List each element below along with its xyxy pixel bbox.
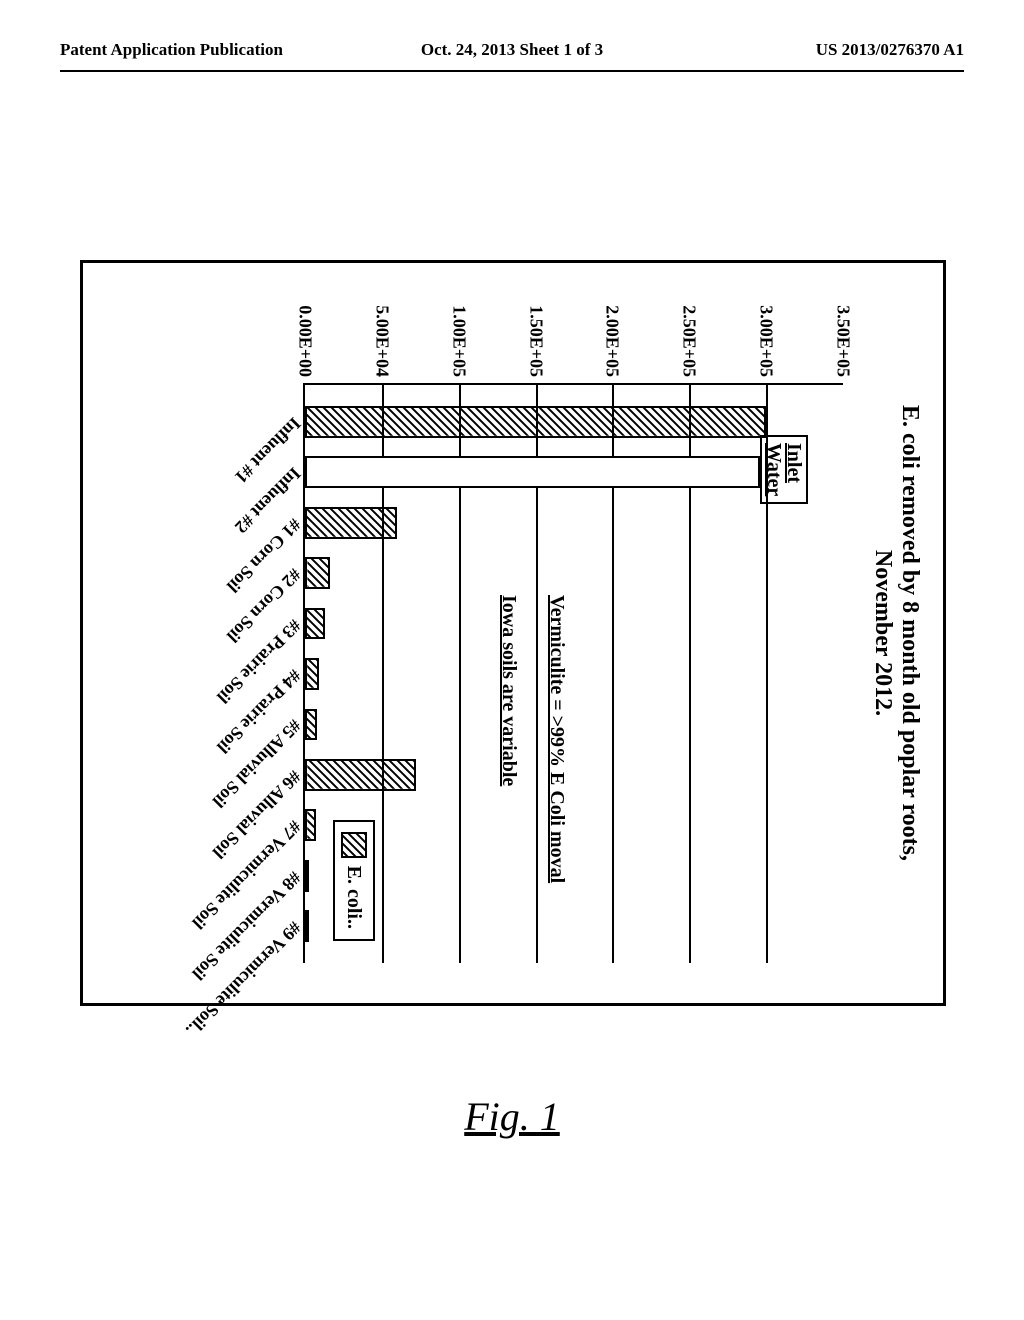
legend-label: E. coli..: [343, 866, 366, 929]
header-center: Oct. 24, 2013 Sheet 1 of 3: [421, 40, 603, 60]
y-tick-label: 1.50E+05: [525, 305, 546, 385]
chart-bar: [305, 658, 319, 690]
chart-legend: E. coli..: [333, 820, 375, 941]
chart-bar: [305, 507, 397, 539]
chart-bar: [305, 809, 316, 841]
figure-caption: Fig. 1: [464, 1093, 560, 1140]
chart-title: E. coli removed by 8 month old poplar ro…: [869, 263, 923, 1003]
page-header: Patent Application Publication Oct. 24, …: [0, 40, 1024, 60]
chart-bar: [305, 759, 416, 791]
figure-frame: E. coli removed by 8 month old poplar ro…: [80, 260, 946, 1006]
header-right: US 2013/0276370 A1: [816, 40, 964, 60]
y-tick-label: 3.00E+05: [756, 305, 777, 385]
gridline: [766, 385, 768, 963]
y-tick-label: 2.50E+05: [679, 305, 700, 385]
chart-bar: [305, 860, 309, 892]
chart-bar: [305, 557, 330, 589]
chart-title-line1: E. coli removed by 8 month old poplar ro…: [897, 405, 923, 861]
chart-title-line2: November 2012.: [870, 550, 896, 716]
header-left: Patent Application Publication: [60, 40, 283, 60]
chart-bar: [305, 456, 760, 488]
y-tick-label: 3.50E+05: [833, 305, 854, 385]
y-tick-label: 0.00E+00: [295, 305, 316, 385]
chart-bar: [305, 406, 766, 438]
chart-bar: [305, 910, 309, 942]
y-tick-label: 2.00E+05: [602, 305, 623, 385]
chart-bar: [305, 709, 317, 741]
legend-swatch-icon: [341, 832, 367, 858]
chart-plot-area: E. coli.. Inlet Water Vermiculite = >99%…: [303, 383, 843, 963]
annotation-iowa: Iowa soils are variable: [497, 595, 520, 786]
chart-bar: [305, 608, 325, 640]
hatch-pattern-icon: [343, 834, 365, 856]
y-tick-label: 1.00E+05: [448, 305, 469, 385]
annotation-vermiculite: Vermiculite = >99% E Coli moval: [545, 595, 568, 883]
y-tick-label: 5.00E+04: [371, 305, 392, 385]
header-rule: [60, 70, 964, 72]
